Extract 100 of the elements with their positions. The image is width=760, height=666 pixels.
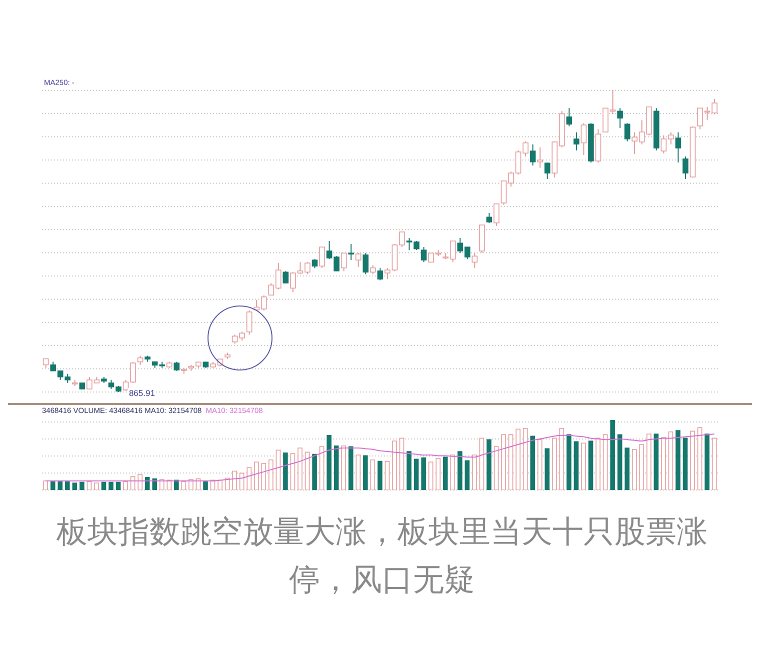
- bar: [704, 434, 710, 490]
- bar: [276, 450, 281, 490]
- candlestick: [617, 108, 623, 129]
- bar: [566, 434, 572, 490]
- text: 板块指数跳空放量大涨，板块里当天十只股票涨停，风口无疑: [56, 513, 708, 599]
- candlestick: [377, 268, 384, 281]
- bar: [232, 470, 237, 490]
- bar: [632, 449, 637, 490]
- bar: [218, 480, 222, 490]
- bar: [559, 428, 564, 490]
- candlestick: [566, 108, 572, 127]
- candlestick: [530, 144, 536, 166]
- bar: [399, 438, 404, 490]
- bar: [574, 441, 579, 490]
- bar: [406, 451, 412, 490]
- candlestick: [362, 252, 369, 275]
- bar: [384, 460, 390, 490]
- bar: [442, 456, 448, 490]
- bar: [370, 460, 376, 490]
- bar: [86, 481, 92, 490]
- candlestick: [355, 252, 362, 268]
- bar: [334, 446, 339, 490]
- bar: [581, 442, 586, 490]
- candlestick: [486, 212, 492, 224]
- bar: [363, 455, 368, 490]
- bar: [537, 439, 542, 490]
- bar: [246, 467, 252, 490]
- bar: [239, 472, 244, 490]
- bar: [101, 482, 106, 490]
- bar: [530, 436, 536, 490]
- bar: [312, 454, 317, 490]
- bar: [283, 452, 288, 490]
- bar: [421, 457, 426, 490]
- candlestick: [370, 264, 376, 275]
- bar: [378, 460, 382, 490]
- bar: [552, 438, 557, 490]
- bar: [472, 454, 477, 490]
- bar: [268, 460, 274, 490]
- bar: [639, 444, 644, 490]
- bar: [646, 434, 652, 490]
- bar: [602, 434, 608, 490]
- bar: [94, 482, 99, 490]
- bar: [682, 438, 688, 490]
- bar: [544, 448, 550, 490]
- candlestick: [174, 361, 180, 372]
- bar: [522, 428, 528, 490]
- bar: [319, 446, 324, 490]
- bar: [50, 481, 56, 490]
- bar: [254, 462, 259, 490]
- candlestick: [42, 358, 49, 368]
- candlestick: [624, 122, 630, 142]
- bar: [304, 452, 310, 490]
- bar: [508, 434, 514, 490]
- bar: [617, 434, 622, 490]
- annotation: 865.91: [128, 388, 156, 398]
- bar: [516, 428, 520, 490]
- bar: [436, 458, 441, 490]
- bar: [501, 434, 506, 490]
- bar: [479, 438, 484, 490]
- bar: [661, 437, 666, 490]
- bar: [43, 480, 48, 490]
- bar: [65, 481, 70, 490]
- candlestick: [282, 270, 289, 284]
- bar: [116, 482, 121, 490]
- bar: [458, 451, 462, 490]
- bar: [624, 448, 630, 490]
- bar: [72, 482, 78, 490]
- bar: [392, 440, 397, 490]
- bar: [290, 453, 296, 490]
- candlestick: [682, 156, 688, 180]
- bar: [610, 420, 615, 490]
- bar: [348, 446, 354, 490]
- bar: [341, 446, 346, 490]
- bar: [588, 440, 594, 490]
- candlestick: [348, 244, 354, 261]
- candlestick: [472, 252, 478, 269]
- bar: [676, 430, 680, 490]
- bar: [203, 481, 208, 490]
- bar: [123, 481, 128, 490]
- bar: [108, 482, 114, 490]
- candlestick: [580, 122, 587, 156]
- candlestick: [544, 162, 550, 180]
- candlestick: [574, 132, 580, 151]
- bar: [428, 462, 434, 490]
- bar: [138, 474, 142, 490]
- candlestick: [246, 310, 252, 336]
- bar: [596, 438, 600, 490]
- bar: [181, 481, 186, 490]
- bar: [654, 434, 659, 490]
- bar: [160, 479, 164, 490]
- bar: [494, 446, 499, 490]
- bar: [690, 430, 695, 490]
- bar: [697, 427, 702, 490]
- bar: [326, 435, 332, 490]
- bar: [298, 448, 302, 490]
- candlestick: [319, 246, 325, 269]
- bar: [414, 458, 419, 490]
- bar: [356, 454, 361, 490]
- bar: [188, 479, 194, 490]
- candlestick: [420, 246, 427, 263]
